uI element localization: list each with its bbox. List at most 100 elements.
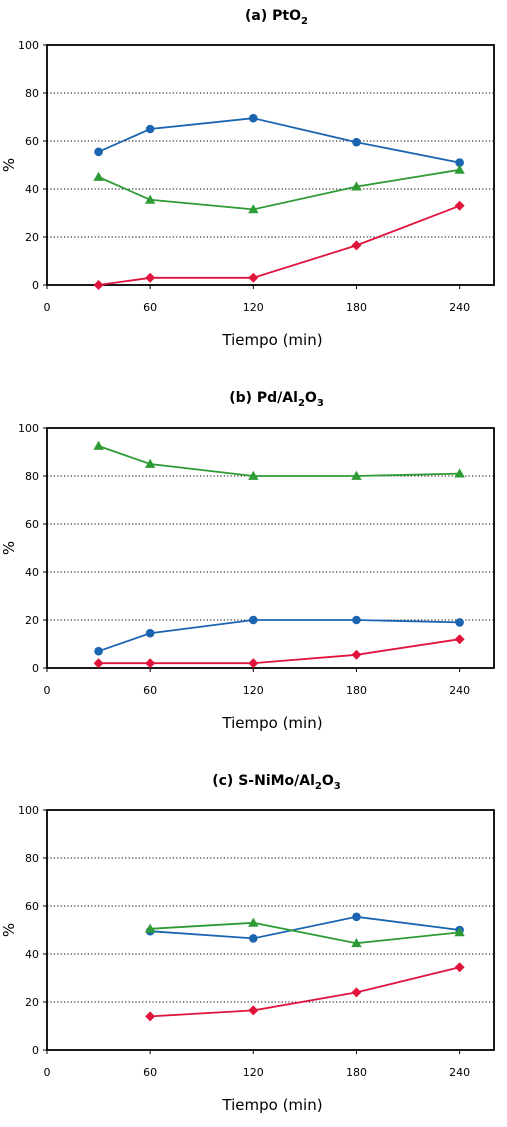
chart-title-subscript: 3 <box>334 781 341 792</box>
y-tick-label: 100 <box>18 39 39 52</box>
data-point-diamond <box>454 634 465 645</box>
y-tick-label: 60 <box>25 900 39 913</box>
x-tick-label: 240 <box>449 684 470 697</box>
data-point-circle <box>145 124 155 134</box>
data-point-circle <box>145 628 155 638</box>
y-tick-label: 100 <box>18 422 39 435</box>
data-point-diamond <box>454 200 465 211</box>
y-tick-label: 80 <box>25 87 39 100</box>
x-tick-label: 60 <box>143 684 157 697</box>
data-point-diamond <box>454 962 465 973</box>
data-point-triangle <box>351 470 362 480</box>
series-line-diamond <box>150 966 460 1018</box>
plot-frame <box>46 809 495 1051</box>
data-point-diamond <box>93 658 104 669</box>
plot-frame <box>46 427 495 669</box>
y-tick-label: 0 <box>32 1044 39 1057</box>
chart-title-subscript: 2 <box>301 16 308 27</box>
y-tick-label: 80 <box>25 852 39 865</box>
chart-title: (c) S-NiMo/Al2O3 <box>212 773 341 792</box>
x-tick-label: 0 <box>44 1066 51 1079</box>
data-point-circle <box>249 934 258 943</box>
x-tick-label: 0 <box>44 301 51 314</box>
data-point-diamond <box>351 649 362 660</box>
chart-panel-3: (c) S-NiMo/Al2O3 0 20 40 60 80 100 0 60 120 180 240… <box>0 773 495 1114</box>
data-point-circle <box>94 646 103 656</box>
x-tick-label: 120 <box>243 684 264 697</box>
chart-title-part: O <box>322 773 334 789</box>
data-point-diamond <box>248 1005 259 1016</box>
series-line-circle <box>150 915 460 940</box>
data-point-circle <box>352 137 361 147</box>
series-line-diamond <box>98 638 460 665</box>
data-point-circle <box>352 615 361 625</box>
series-line-triangle <box>150 921 460 945</box>
y-axis-label: % <box>0 541 18 555</box>
x-tick-label: 180 <box>346 684 367 697</box>
x-tick-label: 180 <box>346 301 367 314</box>
data-point-circle <box>249 615 258 625</box>
x-axis-label: Tiempo (min) <box>221 1096 322 1114</box>
x-axis-label: Tiempo (min) <box>221 714 322 732</box>
data-point-diamond <box>351 987 362 998</box>
chart-title-main: (b) Pd/Al <box>229 390 298 406</box>
chart-title-part: O <box>305 390 317 406</box>
y-tick-label: 40 <box>25 183 39 196</box>
x-tick-label: 60 <box>143 1066 157 1079</box>
series-line-diamond <box>98 204 460 286</box>
data-point-circle <box>249 113 258 123</box>
data-point-circle <box>455 618 464 627</box>
y-tick-label: 20 <box>25 614 39 627</box>
chart-title-subscript: 2 <box>298 398 305 409</box>
chart-panel-2: (b) Pd/Al2O3 0 20 40 60 80 100 0 60 120 180 240 Tiem… <box>0 390 495 732</box>
data-point-triangle <box>93 171 104 181</box>
y-tick-label: 100 <box>18 804 39 817</box>
data-point-triangle <box>454 164 465 174</box>
data-point-diamond <box>248 272 259 283</box>
data-point-triangle <box>93 440 104 450</box>
x-tick-label: 120 <box>243 301 264 314</box>
chart-title: (b) Pd/Al2O3 <box>229 390 324 409</box>
data-point-triangle <box>144 458 156 468</box>
x-tick-label: 240 <box>449 301 470 314</box>
chart-title: (a) PtO2 <box>245 8 308 27</box>
data-point-diamond <box>145 658 156 669</box>
data-point-triangle <box>144 194 156 204</box>
data-point-triangle <box>351 938 362 948</box>
y-tick-label: 20 <box>25 996 39 1009</box>
data-point-diamond <box>248 658 259 669</box>
y-tick-label: 40 <box>25 566 39 579</box>
y-tick-label: 80 <box>25 470 39 483</box>
x-tick-label: 120 <box>243 1066 264 1079</box>
data-point-triangle <box>454 927 465 937</box>
plot-frame <box>46 44 495 286</box>
data-point-triangle <box>248 917 259 927</box>
chart-title-main: (a) PtO <box>245 8 301 24</box>
data-point-triangle <box>351 181 362 191</box>
data-point-triangle <box>454 468 465 478</box>
x-tick-label: 0 <box>44 684 51 697</box>
data-point-diamond <box>145 272 156 283</box>
data-point-circle <box>455 158 464 167</box>
chart-title-subscript: 3 <box>317 398 324 409</box>
y-tick-label: 20 <box>25 231 39 244</box>
y-tick-label: 0 <box>32 279 39 292</box>
y-tick-label: 0 <box>32 662 39 675</box>
x-tick-label: 180 <box>346 1066 367 1079</box>
data-point-triangle <box>248 470 259 480</box>
data-point-triangle <box>248 204 259 214</box>
x-tick-label: 60 <box>143 301 157 314</box>
data-point-diamond <box>93 280 104 290</box>
series-line-circle <box>98 117 460 164</box>
y-axis-label: % <box>0 158 18 172</box>
chart-title-main: (c) S-NiMo/Al <box>212 773 315 789</box>
x-tick-label: 240 <box>449 1066 470 1079</box>
data-point-triangle <box>144 923 156 933</box>
series-line-triangle <box>98 445 460 477</box>
data-point-circle <box>94 147 103 157</box>
y-tick-label: 60 <box>25 135 39 148</box>
y-tick-label: 60 <box>25 518 39 531</box>
data-point-diamond <box>351 240 362 251</box>
